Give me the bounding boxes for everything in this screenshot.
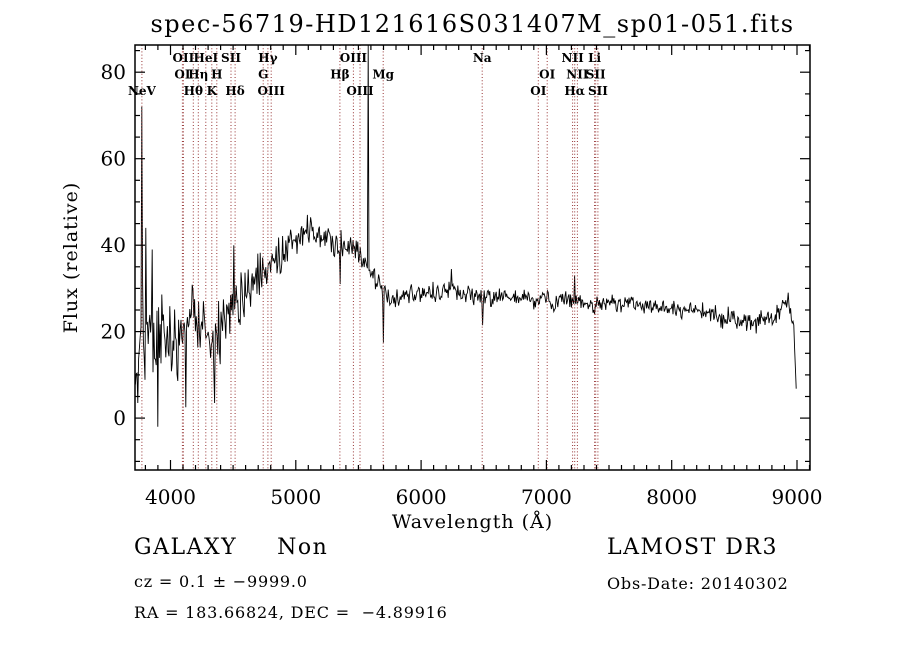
svg-text:OI: OI [174, 68, 190, 82]
svg-text:Na: Na [473, 51, 492, 65]
svg-text:G: G [258, 68, 268, 82]
svg-text:Hη: Hη [188, 68, 208, 82]
subclass-label: Non [277, 535, 329, 560]
annotation-survey: LAMOST DR3 [607, 535, 778, 560]
x-tick-labels: 4000 5000 6000 7000 8000 9000 [145, 485, 822, 509]
svg-text:OII: OII [173, 51, 195, 65]
spectrum-trace [134, 44, 797, 427]
y-axis-label: Flux (relative) [60, 182, 82, 334]
svg-text:Hγ: Hγ [258, 51, 277, 65]
x-axis-ticks [144, 45, 811, 470]
spectral-line-labels: NeV OII OI Hθ Hη HeI KH SII Hδ G Hγ OIII Hβ OIII OIII M… [128, 51, 608, 98]
svg-text:0: 0 [113, 406, 126, 430]
svg-text:6000: 6000 [396, 485, 447, 509]
svg-text:8000: 8000 [646, 485, 697, 509]
svg-text:5000: 5000 [270, 485, 321, 509]
svg-text:Hα: Hα [564, 84, 585, 98]
svg-text:NII: NII [561, 51, 584, 65]
svg-text:H: H [211, 68, 222, 82]
svg-text:Hβ: Hβ [330, 68, 349, 82]
annotation-obsdate: Obs-Date: 20140302 [607, 574, 789, 593]
svg-text:OI: OI [539, 68, 555, 82]
svg-text:4000: 4000 [145, 485, 196, 509]
x-axis-label: Wavelength (Å) [392, 511, 553, 533]
svg-text:Hθ: Hθ [184, 84, 203, 98]
spectral-line-markers [141, 45, 599, 470]
svg-text:60: 60 [101, 147, 126, 171]
svg-text:OIII: OIII [346, 84, 374, 98]
plot-title: spec-56719-HD121616S031407M_sp01-051.fit… [150, 10, 795, 38]
svg-text:Li: Li [588, 51, 601, 65]
svg-text:80: 80 [101, 60, 126, 84]
svg-text:OIII: OIII [258, 84, 286, 98]
y-axis-ticks [135, 49, 810, 462]
svg-text:Hδ: Hδ [225, 84, 244, 98]
svg-text:Mg: Mg [372, 68, 394, 82]
svg-text:NeV: NeV [128, 84, 157, 98]
annotation-class: GALAXY Non [134, 535, 328, 560]
svg-text:20: 20 [101, 320, 126, 344]
svg-text:K: K [207, 84, 218, 98]
svg-text:SII: SII [588, 84, 608, 98]
svg-text:OI: OI [530, 84, 546, 98]
svg-text:OIII: OIII [340, 51, 368, 65]
svg-text:40: 40 [101, 233, 126, 257]
svg-text:7000: 7000 [521, 485, 572, 509]
svg-text:NII: NII [566, 68, 589, 82]
svg-text:SII: SII [586, 68, 606, 82]
svg-text:SII: SII [221, 51, 241, 65]
annotation-radec: RA = 183.66824, DEC = −4.89916 [134, 603, 448, 622]
svg-text:HeI: HeI [194, 51, 219, 65]
y-tick-labels: 0 20 40 60 80 [101, 60, 126, 430]
svg-text:9000: 9000 [772, 485, 823, 509]
plot-frame [134, 44, 811, 471]
class-label: GALAXY [134, 535, 238, 560]
annotation-cz: cz = 0.1 ± −9999.0 [134, 572, 308, 591]
